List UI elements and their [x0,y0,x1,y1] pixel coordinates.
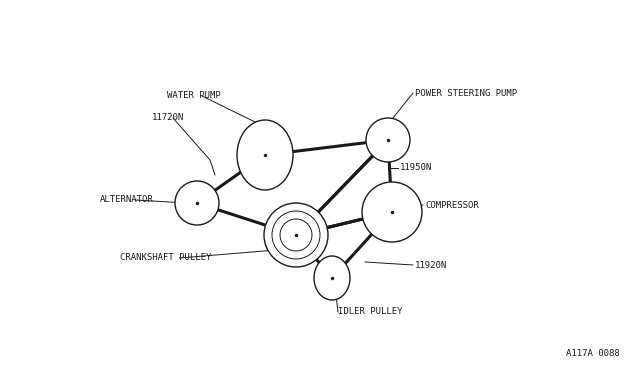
Text: 11950N: 11950N [400,164,432,173]
Text: IDLER PULLEY: IDLER PULLEY [338,308,403,317]
Text: CRANKSHAFT PULLEY: CRANKSHAFT PULLEY [120,253,211,263]
Ellipse shape [314,256,350,300]
Text: WATER PUMP: WATER PUMP [167,92,221,100]
Ellipse shape [175,181,219,225]
Ellipse shape [362,182,422,242]
Text: 11720N: 11720N [152,113,184,122]
Text: ALTERNATOR: ALTERNATOR [100,196,154,205]
Text: A117A 0088: A117A 0088 [566,349,620,358]
Ellipse shape [237,120,293,190]
Text: 11920N: 11920N [415,260,447,269]
Text: COMPRESSOR: COMPRESSOR [425,201,479,209]
Text: POWER STEERING PUMP: POWER STEERING PUMP [415,89,517,97]
Ellipse shape [366,118,410,162]
Ellipse shape [264,203,328,267]
